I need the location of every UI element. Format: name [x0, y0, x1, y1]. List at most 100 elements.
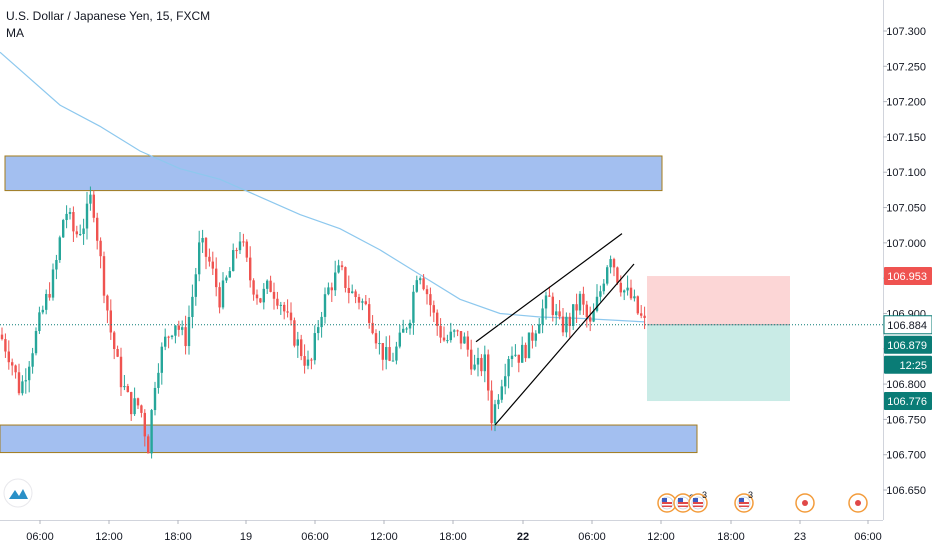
candle[interactable]: [521, 336, 524, 363]
candle[interactable]: [21, 375, 24, 396]
candle[interactable]: [568, 312, 571, 338]
candle[interactable]: [340, 260, 344, 271]
candle[interactable]: [181, 320, 184, 336]
candle[interactable]: [548, 286, 551, 297]
candle[interactable]: [7, 340, 10, 370]
candle[interactable]: [262, 283, 265, 310]
candle[interactable]: [561, 307, 565, 337]
candle[interactable]: [585, 300, 588, 328]
candle[interactable]: [293, 317, 296, 348]
candle[interactable]: [198, 230, 201, 282]
candle[interactable]: [106, 294, 109, 324]
candle[interactable]: [208, 248, 211, 267]
candle[interactable]: [143, 409, 146, 447]
wedge-upper-trendline[interactable]: [475, 233, 623, 343]
symbol-title[interactable]: U.S. Dollar / Japanese Yen, 15, FXCM: [6, 9, 211, 23]
candle[interactable]: [289, 302, 293, 326]
candle[interactable]: [99, 237, 102, 269]
candle[interactable]: [378, 330, 381, 355]
candle[interactable]: [473, 354, 476, 371]
candle[interactable]: [279, 301, 282, 315]
candle[interactable]: [225, 275, 228, 284]
candle[interactable]: [405, 326, 408, 333]
candle[interactable]: [113, 330, 116, 360]
candle[interactable]: [629, 279, 633, 301]
event-flag-group-4[interactable]: [734, 493, 754, 513]
candle[interactable]: [555, 303, 558, 325]
candle[interactable]: [313, 325, 316, 365]
candle[interactable]: [283, 301, 286, 320]
candle[interactable]: [388, 335, 391, 362]
candle[interactable]: [415, 275, 418, 293]
candle[interactable]: [28, 361, 31, 393]
candle[interactable]: [126, 383, 129, 393]
candle[interactable]: [565, 312, 568, 338]
candle[interactable]: [609, 255, 612, 274]
indicator-ma-label[interactable]: MA: [6, 26, 24, 40]
candle[interactable]: [147, 434, 150, 454]
candle[interactable]: [592, 303, 595, 323]
tradingview-logo[interactable]: [3, 478, 33, 508]
candle[interactable]: [541, 299, 544, 334]
candle[interactable]: [575, 293, 578, 323]
candle[interactable]: [640, 305, 643, 319]
candle[interactable]: [643, 306, 646, 330]
candle[interactable]: [334, 260, 337, 296]
candle[interactable]: [150, 408, 153, 459]
candle[interactable]: [368, 297, 371, 329]
candle[interactable]: [160, 342, 163, 385]
candle[interactable]: [402, 319, 405, 333]
candle[interactable]: [422, 274, 425, 291]
candle[interactable]: [300, 334, 303, 361]
candle[interactable]: [612, 257, 616, 277]
candle[interactable]: [572, 304, 575, 330]
candle[interactable]: [466, 330, 469, 357]
candle[interactable]: [14, 364, 17, 379]
candle[interactable]: [85, 191, 89, 240]
candle[interactable]: [514, 344, 517, 357]
candle[interactable]: [517, 354, 520, 373]
candle[interactable]: [602, 279, 605, 295]
take-profit-zone[interactable]: [647, 324, 790, 402]
candle[interactable]: [493, 399, 497, 432]
candle[interactable]: [255, 289, 259, 305]
target-price-label[interactable]: 106.776: [887, 396, 927, 408]
candle[interactable]: [453, 329, 456, 338]
candle[interactable]: [476, 347, 480, 377]
candle[interactable]: [626, 275, 629, 296]
candle[interactable]: [483, 345, 486, 383]
candle[interactable]: [38, 306, 41, 334]
last-price-label[interactable]: 106.879: [887, 340, 927, 352]
candle[interactable]: [395, 341, 398, 365]
candle[interactable]: [4, 333, 7, 358]
support-zone[interactable]: [0, 424, 698, 454]
candle[interactable]: [534, 330, 537, 347]
candle[interactable]: [96, 212, 99, 250]
candle[interactable]: [252, 278, 255, 301]
event-dot-2[interactable]: [848, 493, 868, 513]
candle[interactable]: [0, 327, 4, 341]
candle[interactable]: [55, 254, 58, 280]
current-price-label[interactable]: 106.884: [887, 320, 927, 332]
candle[interactable]: [259, 297, 262, 304]
candle[interactable]: [177, 320, 180, 337]
candle[interactable]: [589, 306, 592, 332]
candle[interactable]: [164, 328, 167, 351]
candle[interactable]: [119, 347, 123, 397]
stop-price-label[interactable]: 106.953: [887, 271, 927, 283]
candle[interactable]: [249, 246, 252, 288]
candle[interactable]: [381, 343, 384, 371]
candle[interactable]: [102, 251, 106, 304]
candle[interactable]: [578, 291, 582, 315]
candle[interactable]: [272, 282, 276, 310]
candle[interactable]: [235, 247, 238, 259]
candle[interactable]: [497, 394, 500, 410]
event-flag-group-1[interactable]: [657, 493, 677, 513]
candle[interactable]: [211, 251, 214, 275]
candle[interactable]: [245, 239, 248, 262]
candle[interactable]: [446, 334, 449, 344]
candle[interactable]: [123, 374, 126, 391]
candle[interactable]: [276, 291, 279, 310]
